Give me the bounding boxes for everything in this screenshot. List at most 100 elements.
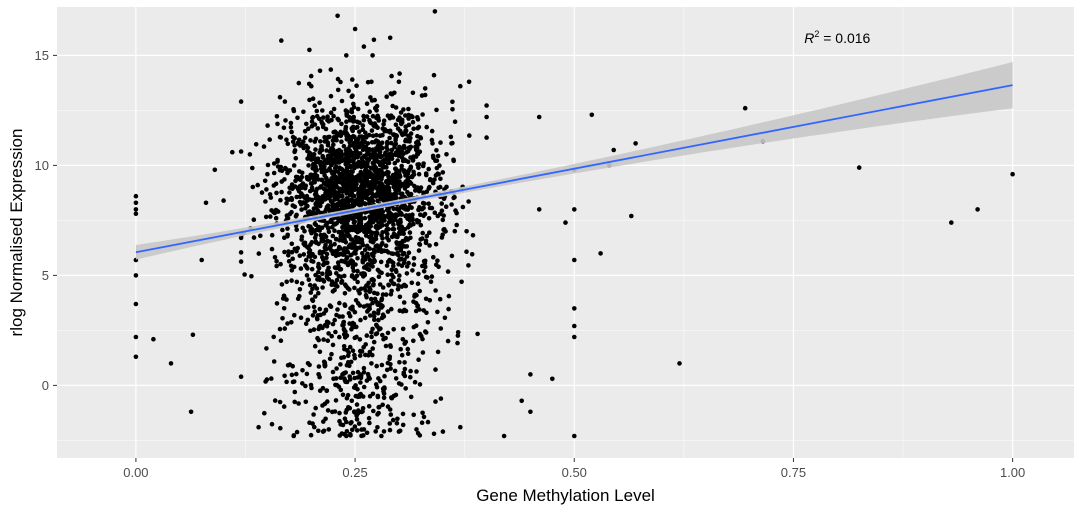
data-point [399,155,405,160]
data-point [340,259,346,264]
data-point [361,117,367,123]
data-point [384,223,390,228]
data-point [302,135,308,140]
data-point [290,363,296,369]
data-point [363,169,369,175]
data-point [394,421,400,426]
data-point [338,129,344,135]
data-point [279,179,285,184]
data-point [381,118,387,123]
data-point [320,257,326,262]
data-point [366,374,372,380]
data-point [292,143,297,148]
data-point [420,336,425,342]
data-point [344,160,350,166]
data-point [386,282,391,288]
data-point [317,68,323,74]
data-point [321,428,327,434]
data-point [372,121,378,126]
data-point [431,254,436,260]
data-point [292,389,298,395]
data-point [261,144,267,149]
data-point [316,270,321,275]
data-point [375,176,381,181]
data-point [421,269,427,274]
data-point [275,159,280,164]
data-point [411,221,416,227]
data-point [278,338,284,344]
data-point [420,230,426,236]
data-point [403,137,409,143]
data-point [406,122,412,128]
data-point [297,253,303,258]
data-point [454,222,460,228]
y-tick-label: 15 [35,48,49,63]
data-point [421,414,427,420]
data-point [133,334,139,340]
data-point [435,153,441,159]
data-point [422,201,427,206]
data-point [361,344,366,350]
data-point [282,373,287,379]
data-point [324,157,330,163]
data-point [344,429,350,434]
data-point [369,334,374,340]
x-tick-label: 0.75 [781,465,806,480]
data-point [332,222,338,227]
data-point [453,208,458,213]
data-point [361,113,366,119]
data-point [318,159,324,165]
data-point [328,162,334,167]
data-point [416,271,421,277]
data-point [380,230,385,235]
data-point [427,243,432,248]
data-point [378,224,383,230]
data-point [325,143,331,148]
data-point [306,277,312,283]
data-point [346,88,351,94]
data-point [397,71,402,76]
data-point [350,128,356,134]
data-point [445,338,451,344]
data-point [366,280,371,286]
data-point [308,432,314,438]
data-point [296,80,302,86]
data-point [352,276,358,281]
data-point [376,193,382,198]
data-point [388,91,394,96]
data-point [340,314,345,319]
data-point [409,174,415,179]
data-point [352,144,358,150]
data-point [429,137,435,143]
data-points [133,9,1015,439]
data-point [347,143,353,148]
data-point [284,196,290,202]
data-point [428,279,434,285]
data-point [422,92,428,98]
data-point [572,323,577,329]
data-point [416,219,422,224]
data-point [352,309,358,315]
data-point [444,152,449,157]
data-point [366,415,372,421]
data-point [451,158,457,164]
data-point [298,266,304,271]
data-point [384,227,390,232]
data-point [449,141,454,146]
data-point [353,162,359,167]
data-point [319,177,325,183]
data-point [366,180,372,186]
data-point [304,264,309,270]
data-point [323,242,328,248]
data-point [269,246,275,252]
data-point [375,393,381,399]
data-point [320,121,325,126]
data-point [353,137,359,142]
data-point [366,404,372,409]
data-point [357,245,363,250]
data-point [406,250,412,255]
data-point [278,197,283,203]
data-point [334,366,339,371]
data-point [411,126,416,132]
data-point [376,376,381,381]
